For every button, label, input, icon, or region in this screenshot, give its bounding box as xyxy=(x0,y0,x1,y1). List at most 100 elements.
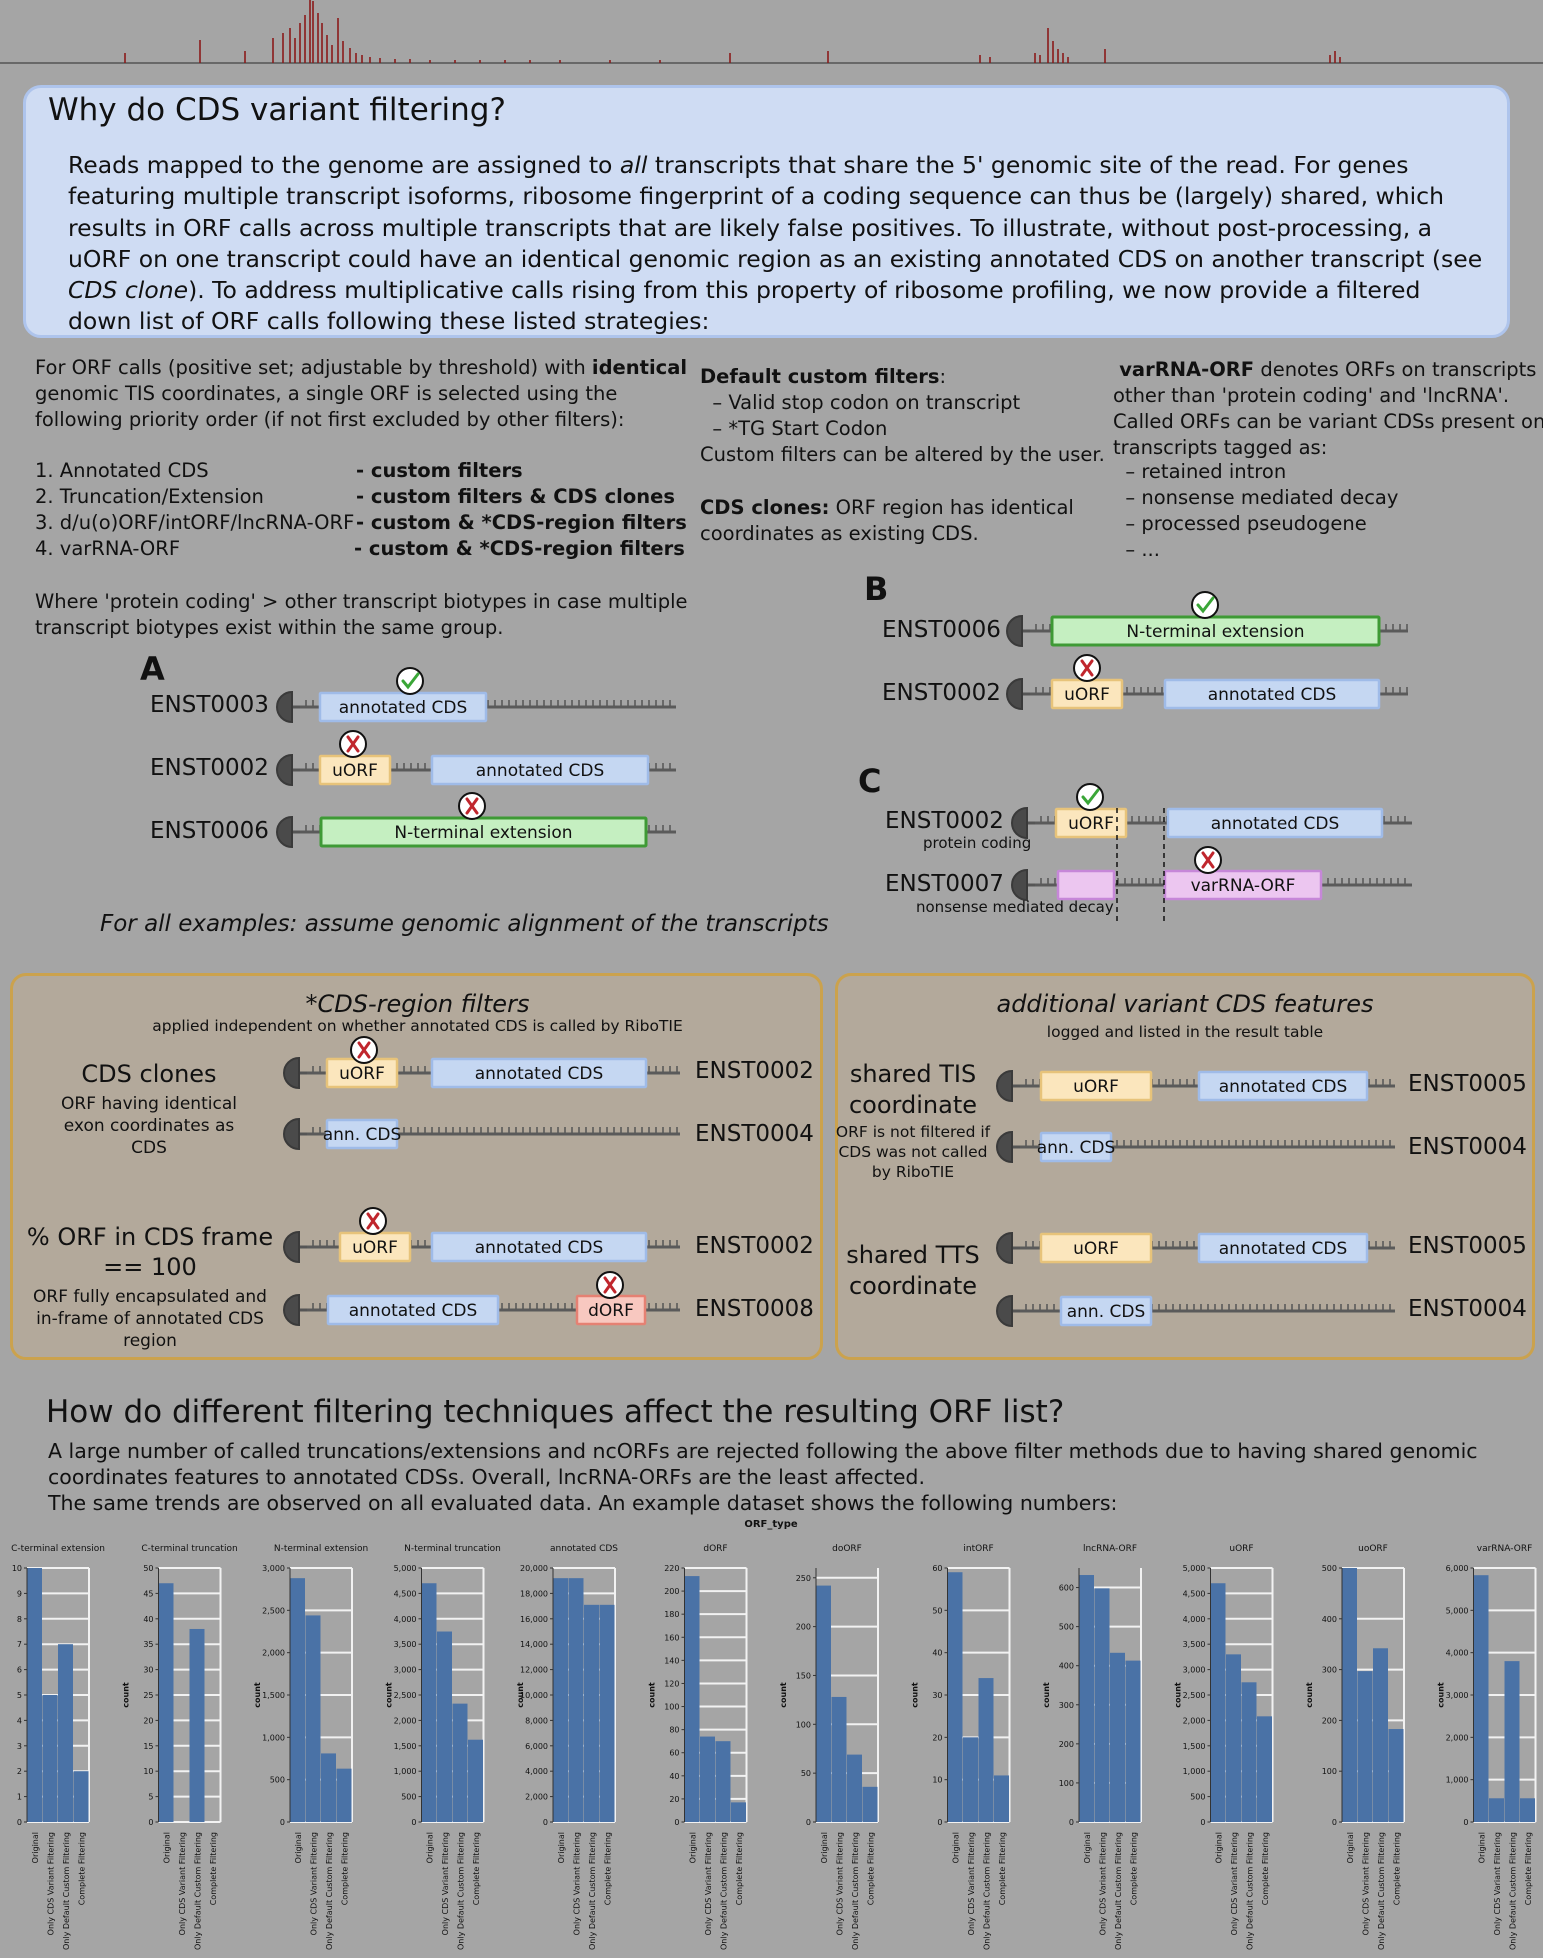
chart-category-label: Only Default Custom Filtering xyxy=(982,1832,991,1950)
chart-category-label: Only CDS Variant Filtering xyxy=(704,1832,713,1935)
chart-panel: C-terminal extension012345678910countOri… xyxy=(11,1544,105,1950)
orf-box-label: annotated CDS xyxy=(1208,685,1337,705)
chart-y-label: count xyxy=(1174,1682,1183,1708)
cross-mark xyxy=(1201,851,1215,869)
priority-filter-1: - custom filters xyxy=(356,459,523,482)
info-text: Reads mapped to the genome are assigned … xyxy=(68,150,1488,338)
priority-note: Where 'protein coding' > other transcrip… xyxy=(35,590,688,639)
five-prime-cap-icon xyxy=(996,1294,1013,1328)
chart-bar xyxy=(1094,1588,1110,1822)
orf-box-label: annotated CDS xyxy=(476,761,605,781)
chart-panel: C-terminal truncation 0 5 10 15 20 25 30 35 40 45 5… xyxy=(122,1544,238,1950)
chart-tick-label: 10 xyxy=(143,1767,153,1776)
orf-box-label: uORF xyxy=(352,1238,398,1258)
chart-tick-label: 3,000 xyxy=(262,1564,285,1573)
chart-tick-label: 0 xyxy=(806,1818,811,1827)
chart-panel: uORF 0 500 1,000 1,500 2,000 2,500 3,000 3,500 4,… xyxy=(1174,1544,1274,1950)
orf-box-label: uORF xyxy=(1064,685,1110,705)
cross-mark xyxy=(1080,659,1094,677)
chart-category-label: Only CDS Variant Filtering xyxy=(967,1832,976,1935)
chart-category-label: Original xyxy=(1214,1832,1223,1863)
chart-tick-label: 0 xyxy=(411,1818,416,1827)
chart-tick-label: 500 xyxy=(401,1793,416,1802)
shared-tis-label: shared TIS coordinate xyxy=(848,1060,977,1119)
chart-tick-label: 6,000 xyxy=(1446,1564,1469,1573)
shared-tts-label: shared TTS coordinate xyxy=(846,1241,980,1300)
default-filter-2: – *TG Start Codon xyxy=(700,417,888,440)
chart-tick-label: 3 xyxy=(17,1742,22,1751)
chart-tick-label: 150 xyxy=(796,1671,811,1680)
chart-category-label: Original xyxy=(951,1832,960,1863)
chart-panel-title: N-terminal extension xyxy=(274,1544,368,1554)
orf-box-label: annotated CDS xyxy=(339,698,468,718)
cds-clones-label: CDS clones xyxy=(81,1060,217,1088)
chart-tick-label: 4,000 xyxy=(525,1767,548,1776)
biotype-caption: nonsense mediated decay xyxy=(916,898,1114,916)
variant-features-panel xyxy=(835,973,1535,1360)
chart-panel-title: uoORF xyxy=(1358,1544,1388,1554)
transcript-id: ENST0004 xyxy=(695,1121,814,1147)
five-prime-cap-icon xyxy=(996,1069,1013,1103)
chart-bar xyxy=(189,1628,205,1822)
chart-bar xyxy=(963,1737,978,1822)
chart-category-label: Only CDS Variant Filtering xyxy=(1098,1832,1107,1935)
chart-tick-label: 100 xyxy=(796,1720,811,1729)
default-filters-title: Default custom filters: xyxy=(700,364,946,390)
variant-features-title: additional variant CDS features xyxy=(996,990,1374,1018)
chart-tick-label: 6 xyxy=(17,1666,22,1675)
chart-bar xyxy=(1489,1798,1504,1822)
chart-category-label: Only CDS Variant Filtering xyxy=(441,1832,450,1935)
chart-tick-label: 500 xyxy=(270,1776,285,1785)
chart-tick-label: 2,500 xyxy=(1183,1691,1206,1700)
transcript-id: ENST0004 xyxy=(1408,1296,1527,1322)
chart-bar xyxy=(568,1578,584,1822)
chart-category-label: Complete Filtering xyxy=(1392,1832,1401,1905)
orf-box-label: varRNA-ORF xyxy=(1191,876,1296,896)
chart-bar xyxy=(1257,1716,1272,1822)
default-filter-alter: Custom filters can be altered by the use… xyxy=(700,443,1105,466)
chart-tick-label: 4,000 xyxy=(1446,1649,1469,1658)
chart-tick-label: 0 xyxy=(543,1818,548,1827)
orf-box-label: ann. CDS xyxy=(1037,1138,1116,1158)
chart-bar xyxy=(715,1741,731,1822)
chart-tick-label: 4,000 xyxy=(1183,1615,1206,1624)
chart-bar xyxy=(1241,1682,1257,1822)
chart-tick-label: 1,000 xyxy=(1183,1767,1206,1776)
chart-category-label: Complete Filtering xyxy=(1524,1832,1533,1905)
chart-y-label: count xyxy=(1437,1682,1446,1708)
chart-tick-label: 500 xyxy=(1059,1623,1074,1632)
default-filters-colon: : xyxy=(939,365,947,388)
chart-tick-label: 45 xyxy=(143,1589,153,1598)
chart-panel-title: annotated CDS xyxy=(550,1544,618,1554)
chart-tick-label: 0 xyxy=(280,1818,285,1827)
orf-box-label: dORF xyxy=(588,1301,634,1321)
five-prime-cap-icon xyxy=(276,815,293,849)
five-prime-cap-icon xyxy=(283,1117,300,1151)
chart-tick-label: 1,000 xyxy=(394,1767,417,1776)
chart-panel-title: C-terminal extension xyxy=(11,1544,105,1554)
chart-tick-label: 2,000 xyxy=(1183,1716,1206,1725)
orf-box xyxy=(319,816,648,848)
info-text-c: ). To address multiplicative calls risin… xyxy=(68,276,1421,336)
orf-box-label: annotated CDS xyxy=(475,1238,604,1258)
check-mark xyxy=(1081,788,1100,806)
orf-box-label: uORF xyxy=(1068,814,1114,834)
chart-bar xyxy=(1342,1568,1357,1822)
chart-category-label: Original xyxy=(1346,1832,1355,1863)
chart-tick-label: 9 xyxy=(17,1589,22,1598)
chart-bar xyxy=(684,1576,700,1822)
chart-category-label: Only CDS Variant Filtering xyxy=(46,1832,55,1935)
transcript-diagrams: annotated CDS uORF annotated CDS N-terminal… xyxy=(276,591,1412,1328)
orf-box xyxy=(325,1118,399,1150)
priority-intro: For ORF calls (positive set; adjustable … xyxy=(35,355,687,433)
chart-category-label: Only CDS Variant Filtering xyxy=(1361,1832,1370,1935)
chart-tick-label: 1,500 xyxy=(1183,1742,1206,1751)
orf-box-label: uORF xyxy=(339,1064,385,1084)
chart-tick-label: 4,500 xyxy=(1183,1589,1206,1598)
varrna-item-3: – processed pseudogene xyxy=(1113,512,1367,535)
chart-panel: N-terminal truncation 0 500 1,000 1,500 2,000… xyxy=(385,1544,501,1950)
chart-panel: uoORF 0 100 200 300 400 500 count Original Only C… xyxy=(1305,1544,1405,1950)
five-prime-cap-icon xyxy=(283,1230,300,1264)
chart-tick-label: 2,500 xyxy=(394,1691,417,1700)
